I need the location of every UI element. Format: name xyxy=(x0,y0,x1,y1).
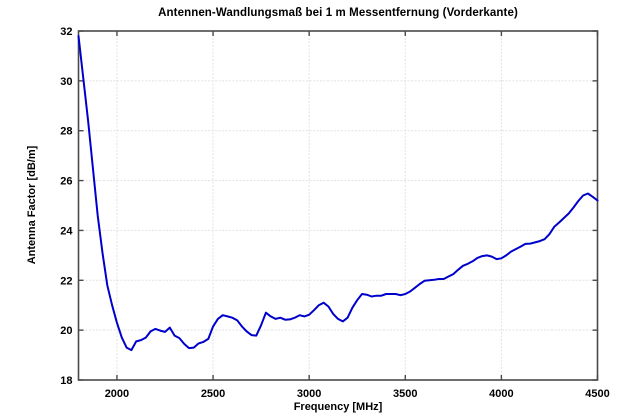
x-tick-label: 4500 xyxy=(585,388,609,400)
y-tick-label: 28 xyxy=(60,126,72,138)
x-tick-label: 3000 xyxy=(297,388,321,400)
x-axis-title: Frequency [MHz] xyxy=(293,401,383,413)
y-tick-label: 22 xyxy=(60,275,72,287)
antenna-factor-curve xyxy=(77,35,599,352)
x-tick-label: 2000 xyxy=(105,388,129,400)
x-tick-label: 2500 xyxy=(201,388,225,400)
plot-frame xyxy=(77,30,599,381)
chart-title: Antennen-Wandlungsmaß bei 1 m Messentfer… xyxy=(158,7,518,19)
y-tick-label: 24 xyxy=(60,225,73,237)
y-tick-label: 30 xyxy=(60,76,72,88)
x-tick-label: 3500 xyxy=(393,388,417,400)
x-tick-label: 4000 xyxy=(489,388,513,400)
y-tick-label: 18 xyxy=(60,375,72,387)
y-tick-label: 26 xyxy=(60,176,72,188)
y-tick-label: 32 xyxy=(60,26,72,38)
y-tick-label: 20 xyxy=(60,325,72,337)
